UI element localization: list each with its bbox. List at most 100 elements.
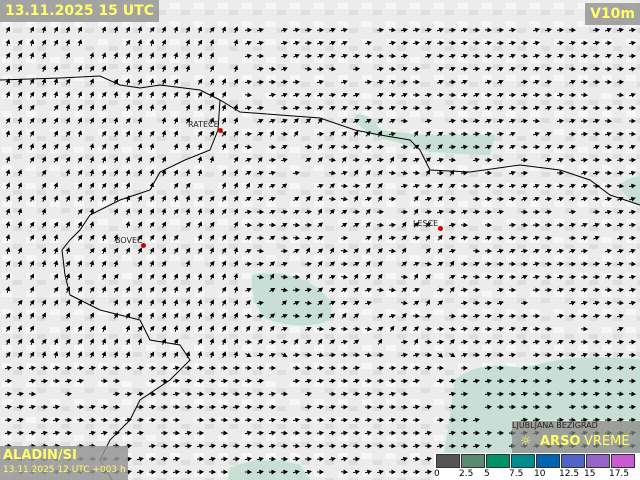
wind-arrow — [388, 79, 396, 85]
wind-arrow — [101, 234, 107, 242]
wind-arrow — [17, 247, 22, 254]
wind-arrow — [149, 78, 155, 86]
wind-arrow — [17, 169, 23, 176]
wind-arrow — [268, 222, 277, 228]
wind-arrow — [484, 209, 493, 215]
wind-arrow — [256, 79, 265, 85]
wind-arrow — [65, 299, 71, 306]
wind-arrow — [173, 234, 179, 241]
wind-arrow — [76, 404, 85, 410]
wind-arrow — [628, 274, 637, 280]
wind-arrow — [460, 131, 469, 137]
wind-arrow — [197, 91, 203, 98]
wind-arrow — [520, 105, 529, 111]
wind-arrow — [556, 118, 565, 124]
wind-arrow — [316, 40, 324, 46]
wind-arrow — [544, 274, 553, 280]
wind-arrow — [604, 404, 613, 410]
wind-arrow — [220, 443, 228, 449]
wind-arrow — [352, 352, 361, 358]
wind-arrow — [161, 286, 167, 293]
wind-arrow — [137, 39, 143, 47]
wind-arrow — [316, 378, 324, 384]
wind-arrow — [520, 79, 529, 85]
wind-arrow — [353, 248, 359, 254]
wind-arrow — [496, 40, 505, 46]
borders — [0, 75, 640, 480]
wind-arrow — [304, 430, 313, 436]
wind-arrow — [209, 221, 215, 228]
wind-arrow — [509, 118, 516, 124]
wind-arrow — [113, 117, 119, 125]
wind-arrow — [149, 143, 155, 151]
legend-swatch — [586, 454, 610, 468]
wind-arrow — [376, 53, 385, 59]
wind-arrow — [17, 338, 23, 345]
wind-arrow — [220, 391, 229, 397]
wind-arrow — [448, 79, 457, 85]
wind-arrow — [616, 222, 624, 228]
wind-arrow — [568, 131, 577, 137]
wind-arrow — [209, 208, 214, 215]
wind-arrow — [460, 66, 468, 72]
wind-arrow — [304, 40, 313, 46]
wind-arrow — [484, 378, 493, 384]
wind-arrow — [280, 391, 289, 397]
wind-arrow — [400, 53, 408, 59]
wind-arrow — [484, 404, 493, 410]
wind-arrow — [53, 130, 58, 137]
legend-tick: 10 — [534, 469, 546, 479]
wind-arrow — [149, 234, 155, 241]
wind-arrow — [544, 339, 552, 345]
wind-arrow — [340, 469, 349, 475]
wind-arrow — [328, 456, 336, 462]
wind-arrow — [364, 430, 372, 436]
wind-arrow — [628, 27, 637, 33]
wind-arrow — [580, 326, 589, 332]
wind-arrow — [137, 338, 143, 346]
wind-arrow — [5, 65, 10, 72]
wind-arrow — [89, 338, 94, 345]
wind-arrow — [352, 326, 361, 332]
wind-arrow — [316, 469, 325, 475]
wind-arrow — [364, 53, 373, 59]
wind-arrow — [616, 105, 625, 111]
wind-arrow — [245, 170, 252, 176]
wind-arrow — [520, 40, 529, 46]
wind-arrow — [413, 144, 420, 150]
wind-arrow — [113, 299, 118, 306]
wind-arrow — [112, 417, 121, 423]
wind-arrow — [64, 365, 73, 371]
wind-arrow — [137, 104, 143, 111]
wind-arrow — [412, 443, 421, 449]
wind-arrow — [316, 417, 325, 423]
wind-arrow — [268, 79, 277, 85]
wind-arrow — [268, 339, 277, 345]
wind-arrow — [100, 365, 108, 371]
wind-arrow — [256, 352, 264, 358]
wind-arrow — [137, 234, 143, 241]
wind-arrow — [364, 144, 373, 150]
wind-arrow — [593, 222, 600, 228]
wind-arrow — [329, 131, 335, 137]
wind-arrow — [400, 391, 409, 397]
wind-arrow — [209, 156, 215, 164]
wind-arrow — [281, 145, 288, 150]
wind-arrow — [88, 404, 96, 410]
wind-arrow — [497, 274, 504, 280]
wind-arrow — [17, 130, 23, 138]
wind-arrow — [101, 65, 106, 72]
wind-arrow — [17, 325, 23, 332]
wind-arrow — [496, 183, 504, 189]
wind-arrow — [557, 339, 564, 345]
wind-arrow — [340, 235, 349, 241]
wind-arrow — [317, 105, 324, 111]
wind-arrow — [448, 118, 456, 124]
wind-arrow — [185, 169, 191, 177]
wind-arrow — [545, 248, 552, 254]
wind-arrow — [388, 53, 397, 59]
wind-arrow — [340, 417, 349, 423]
wind-arrow — [376, 222, 385, 228]
wind-arrow — [568, 209, 577, 215]
wind-arrow — [341, 170, 348, 176]
